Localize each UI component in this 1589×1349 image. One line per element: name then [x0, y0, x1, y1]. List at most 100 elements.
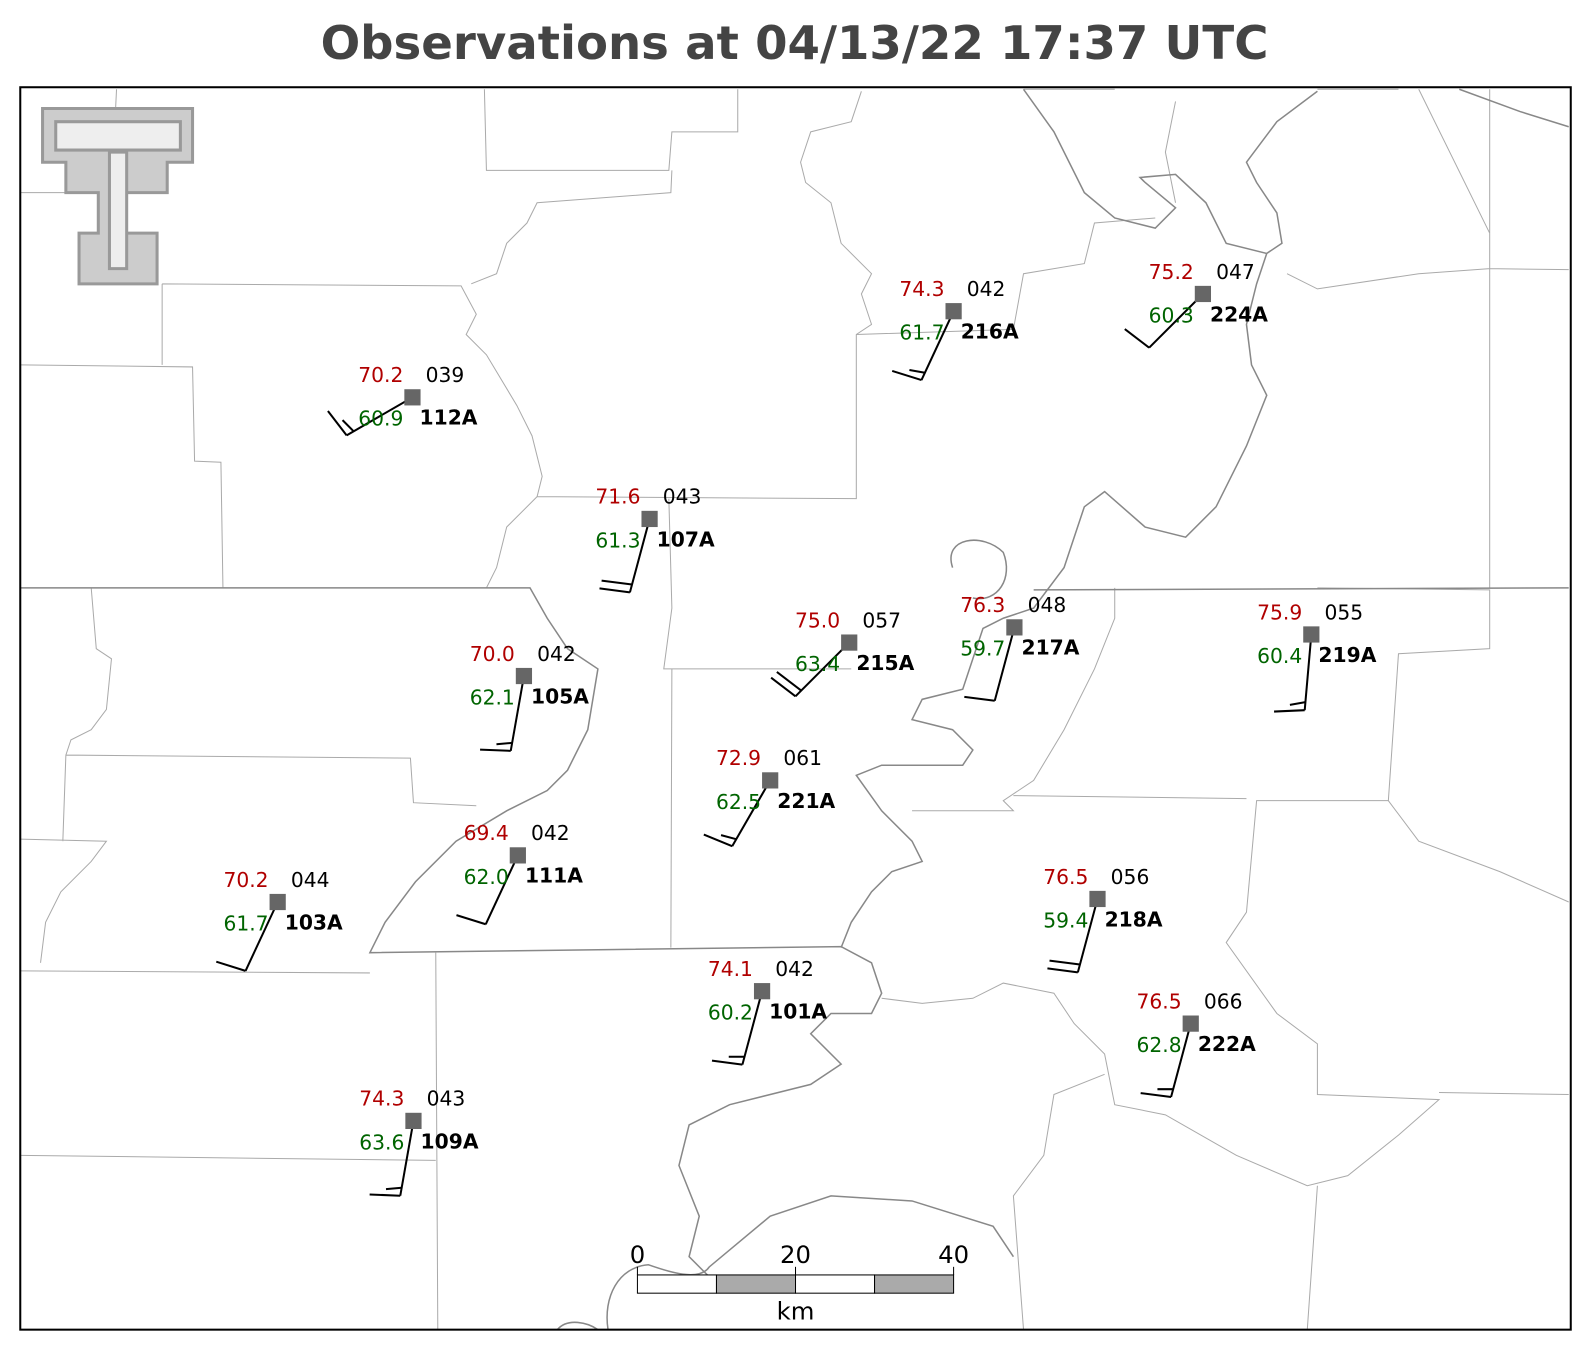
pressure: 047 [1216, 260, 1255, 284]
wind-barb [480, 748, 511, 752]
title: Observations at 04/13/22 17:37 UTC [321, 16, 1269, 70]
temperature: 74.3 [359, 1087, 404, 1111]
station-marker [945, 303, 962, 320]
wind-barb [703, 833, 733, 848]
pressure: 042 [967, 277, 1006, 301]
wind-barb [601, 579, 633, 586]
wind-barb [776, 671, 802, 692]
wind-barb [711, 1059, 743, 1066]
station: 70.2 039 60.9 112A [327, 363, 478, 437]
temperature: 76.5 [1137, 989, 1182, 1013]
station-marker [641, 510, 658, 528]
station-marker [269, 893, 286, 911]
scale-unit: km [777, 1297, 815, 1326]
station-marker [762, 772, 779, 789]
station-marker [753, 983, 771, 1000]
dewpoint: 59.7 [960, 637, 1005, 661]
wind-staff [1303, 634, 1313, 711]
temperature: 75.0 [795, 608, 840, 632]
temperature: 69.4 [464, 821, 509, 845]
station-id: 217A [1022, 636, 1080, 660]
station-id: 221A [777, 789, 835, 813]
dewpoint: 61.7 [223, 911, 268, 935]
pressure: 043 [663, 485, 702, 509]
station-id: 218A [1105, 907, 1163, 931]
wind-barb [496, 741, 513, 746]
dewpoint: 62.0 [464, 865, 509, 889]
scale-tick-label: 20 [780, 1240, 811, 1269]
station-marker [404, 389, 421, 406]
station: 74.3 043 63.6 109A [359, 1087, 479, 1197]
pressure: 061 [783, 746, 822, 770]
station-id: 107A [657, 527, 715, 551]
pressure: 042 [775, 957, 814, 981]
wind-staff [509, 675, 525, 752]
wind-staff [484, 854, 519, 925]
temperature: 70.2 [358, 363, 403, 387]
dewpoint: 62.8 [1137, 1033, 1182, 1057]
wind-barb [385, 1186, 402, 1191]
wind-barb [770, 676, 797, 698]
wind-barb [1124, 328, 1150, 349]
logo [41, 107, 195, 286]
pressure: 055 [1325, 600, 1364, 624]
pressure: 066 [1204, 989, 1243, 1013]
scale-tick-label: 0 [630, 1240, 645, 1269]
station: 75.9 055 60.4 219A [1257, 600, 1377, 713]
basemap [19, 86, 1572, 1331]
wind-staff [731, 779, 772, 847]
temperature: 72.9 [716, 746, 761, 770]
temperature: 75.9 [1257, 600, 1302, 624]
pressure: 057 [862, 608, 901, 632]
pressure: 042 [531, 821, 570, 845]
station: 75.2 047 60.3 224A [1124, 260, 1268, 349]
wind-staff [1076, 898, 1099, 973]
station: 76.5 056 59.4 218A [1043, 865, 1163, 974]
dewpoint: 62.1 [470, 685, 515, 709]
wind-barb [1049, 959, 1081, 966]
station-id: 224A [1210, 302, 1268, 326]
wind-staff [920, 310, 955, 381]
pressure: 043 [427, 1087, 466, 1111]
station: 70.0 042 62.1 105A [470, 642, 589, 752]
station-id: 112A [420, 406, 478, 430]
dewpoint: 59.4 [1043, 908, 1088, 932]
pressure: 042 [537, 642, 576, 666]
temperature: 70.0 [470, 642, 515, 666]
temperature: 74.1 [708, 957, 753, 981]
wind-barb [456, 914, 487, 926]
station-marker [1182, 1015, 1199, 1032]
wind-barb [341, 419, 355, 433]
station-marker [1006, 619, 1023, 636]
dewpoint: 61.3 [595, 528, 640, 552]
wind-barb [1047, 967, 1078, 974]
wind-staff [628, 518, 651, 593]
wind-staff [993, 627, 1016, 702]
station: 74.1 042 60.2 101A [708, 957, 827, 1066]
dewpoint: 62.5 [716, 790, 761, 814]
temperature: 76.3 [960, 593, 1005, 617]
temperature: 75.2 [1149, 260, 1194, 284]
station-id: 103A [285, 910, 343, 934]
scale-bar: km [636, 1274, 955, 1326]
wind-staff [741, 990, 764, 1065]
temperature: 70.2 [223, 868, 268, 892]
wind-barb [1274, 709, 1305, 713]
wind-staff [244, 901, 279, 972]
scale-tick-label: 40 [938, 1240, 969, 1269]
station-marker [515, 667, 533, 685]
station-id: 222A [1198, 1032, 1256, 1056]
wind-barb [1140, 1092, 1172, 1099]
wind-barb [909, 368, 926, 374]
wind-barb [720, 834, 737, 841]
dewpoint: 63.6 [359, 1130, 404, 1154]
station-id: 111A [525, 864, 583, 888]
dewpoint: 60.4 [1257, 644, 1302, 668]
station-marker [1089, 890, 1106, 908]
station: 75.0 057 63.4 215A [770, 608, 915, 698]
pressure: 056 [1111, 865, 1150, 889]
station: 74.3 042 61.7 216A [891, 277, 1019, 382]
station-id: 216A [961, 320, 1019, 344]
station-id: 219A [1318, 643, 1376, 667]
